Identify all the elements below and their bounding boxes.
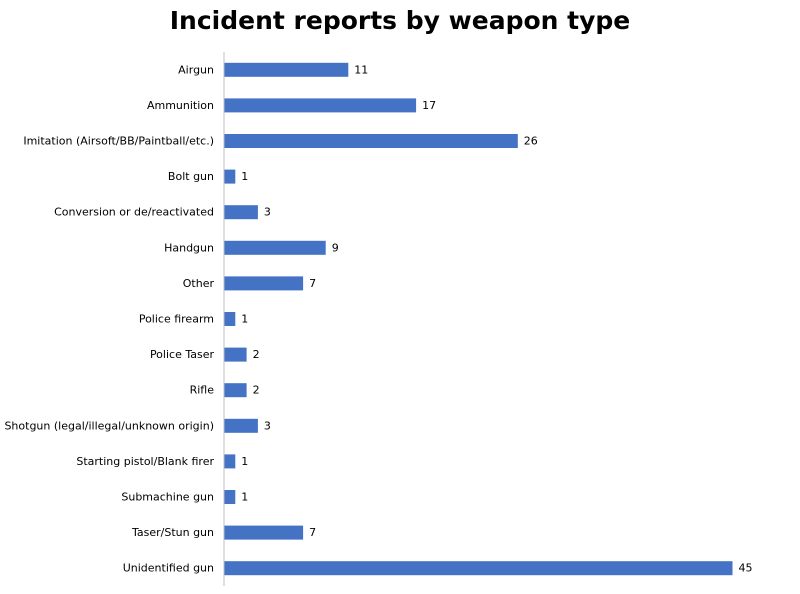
- chart-title: Incident reports by weapon type: [169, 6, 631, 35]
- category-label: Bolt gun: [168, 170, 214, 183]
- category-label: Police firearm: [139, 313, 214, 326]
- category-label: Ammunition: [147, 99, 214, 112]
- value-label: 2: [253, 348, 260, 361]
- bar: [224, 347, 247, 362]
- value-label: 7: [309, 526, 316, 539]
- value-label: 26: [524, 135, 538, 148]
- value-label: 9: [332, 241, 339, 254]
- bar: [224, 134, 518, 148]
- value-label: 17: [422, 99, 436, 112]
- bar: [224, 312, 236, 326]
- value-label: 1: [241, 170, 248, 183]
- category-label: Airgun: [178, 63, 214, 76]
- category-label: Handgun: [164, 241, 214, 254]
- bars-group: [224, 62, 733, 576]
- bar: [224, 98, 417, 113]
- bar: [224, 62, 349, 77]
- value-label: 1: [241, 313, 248, 326]
- category-label: Conversion or de/reactivated: [54, 206, 214, 219]
- value-label: 7: [309, 277, 316, 290]
- bar: [224, 525, 304, 540]
- value-label: 11: [354, 63, 368, 76]
- category-label: Rifle: [190, 384, 215, 397]
- category-label: Shotgun (legal/illegal/unknown origin): [4, 419, 214, 432]
- bar: [224, 383, 247, 398]
- value-label: 1: [241, 491, 248, 504]
- category-label: Submachine gun: [121, 491, 214, 504]
- bar: [224, 418, 258, 433]
- value-label: 45: [739, 562, 753, 575]
- bar: [224, 169, 236, 184]
- category-label: Police Taser: [150, 348, 215, 361]
- bar: [224, 490, 236, 504]
- category-labels-group: Airgun Ammunition Imitation (Airsoft/BB/Pa…: [4, 63, 214, 574]
- value-label: 2: [253, 384, 260, 397]
- category-label: Unidentified gun: [123, 562, 214, 575]
- category-label: Taser/Stun gun: [131, 526, 214, 539]
- value-label: 1: [241, 455, 248, 468]
- bar: [224, 561, 733, 576]
- category-label: Other: [183, 277, 215, 290]
- bar: [224, 276, 304, 291]
- value-label: 3: [264, 206, 271, 219]
- category-label: Starting pistol/Blank firer: [76, 455, 214, 468]
- value-label: 3: [264, 419, 271, 432]
- bar: [224, 454, 236, 469]
- bar: [224, 205, 258, 220]
- category-label: Imitation (Airsoft/BB/Paintball/etc.): [23, 135, 214, 148]
- bar: [224, 240, 326, 255]
